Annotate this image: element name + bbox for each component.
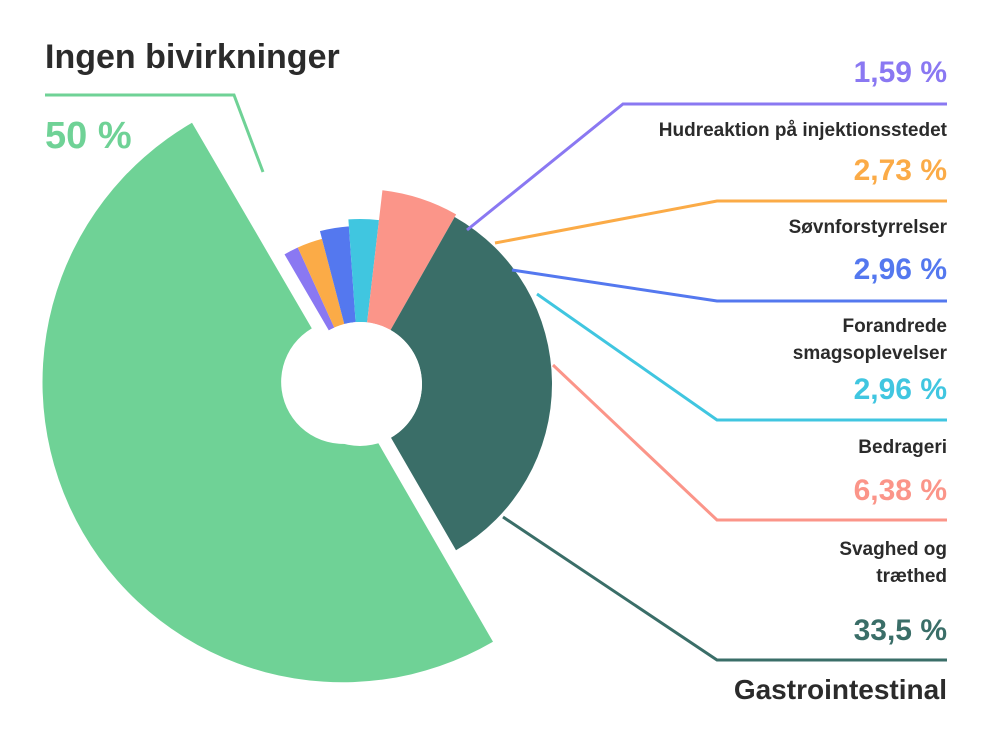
slice-forandrede-smagsoplevelser (319, 226, 356, 325)
leader-line-bedrageri (536, 292, 947, 422)
leader-line-gastrointestinal (502, 515, 947, 662)
leader-line-sovnforstyrrelser (494, 199, 947, 245)
slice-gastrointestinal (390, 216, 553, 551)
value-label-forandrede-smagsoplevelser: 2,96 % (854, 253, 947, 286)
leader-line-ingen-bivirkninger (45, 93, 265, 173)
leader-line-hudreaktion-pa-injektionsstedet (466, 102, 947, 232)
value-label-sovnforstyrrelser: 2,73 % (854, 154, 947, 187)
slice-ingen-bivirkninger (42, 122, 494, 683)
label-bedrageri: Bedrageri (858, 437, 947, 458)
label-svaghed-og-traethed-line-1: Svaghed og (839, 539, 947, 560)
label-hudreaktion-pa-injektionsstedet: Hudreaktion på injektionsstedet (659, 120, 948, 141)
slice-sovnforstyrrelser (297, 238, 345, 328)
value-label-bedrageri: 2,96 % (854, 373, 947, 406)
label-ingen-bivirkninger: Ingen bivirkninger (45, 38, 340, 76)
slice-svaghed-og-traethed (367, 190, 457, 331)
slice-hudreaktion-pa-injektionsstedet (284, 247, 335, 331)
label-forandrede-smagsoplevelser-line-1: Forandrede (842, 316, 947, 337)
label-forandrede-smagsoplevelser-line-2: smagsoplevelser (793, 343, 948, 364)
slice-bedrageri (348, 218, 379, 323)
leader-line-svaghed-og-traethed (551, 363, 947, 522)
leader-line-forandrede-smagsoplevelser (511, 268, 947, 303)
value-label-gastrointestinal: 33,5 % (854, 614, 947, 647)
value-label-hudreaktion-pa-injektionsstedet: 1,59 % (854, 56, 947, 89)
value-label-svaghed-og-traethed: 6,38 % (854, 474, 947, 507)
label-svaghed-og-traethed-line-2: træthed (876, 566, 947, 587)
value-label-ingen-bivirkninger: 50 % (45, 115, 132, 157)
donut-hole (298, 322, 422, 446)
label-sovnforstyrrelser: Søvnforstyrrelser (789, 217, 948, 238)
label-gastrointestinal: Gastrointestinal (734, 674, 947, 705)
